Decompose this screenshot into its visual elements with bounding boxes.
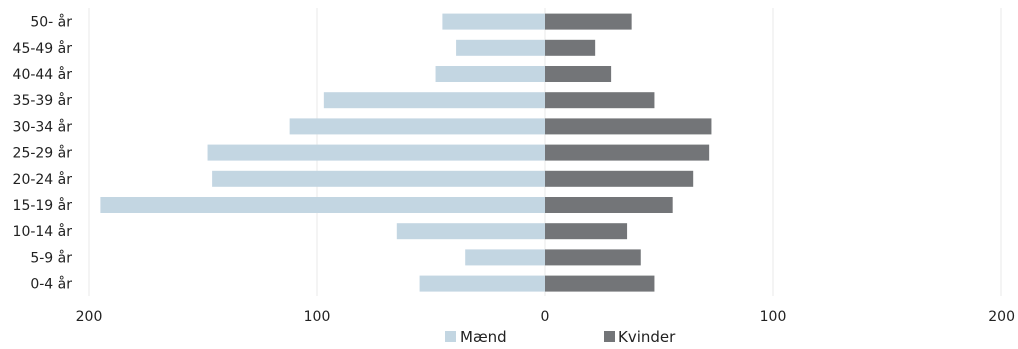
- bar-maend-8: [396, 223, 545, 240]
- bar-maend-2: [435, 66, 545, 82]
- bar-kvinder-1: [545, 39, 596, 56]
- x-tick-label-0: 200: [76, 309, 103, 325]
- bar-kvinder-4: [545, 118, 712, 135]
- category-label-8: 10-14 år: [13, 223, 73, 240]
- x-tick-label-3: 100: [760, 309, 787, 325]
- x-tick-label-1: 100: [304, 309, 331, 325]
- bar-maend-4: [289, 118, 545, 135]
- category-label-4: 30-34 år: [13, 118, 73, 135]
- bar-kvinder-6: [545, 170, 694, 187]
- bar-kvinder-10: [545, 275, 655, 292]
- bar-maend-10: [419, 275, 545, 292]
- category-label-10: 0-4 år: [30, 276, 72, 293]
- category-labels: 50- år 45-49 år 40-44 år 35-39 år 30-34 år 25…: [13, 14, 73, 293]
- bar-kvinder-8: [545, 223, 628, 240]
- category-label-3: 35-39 år: [13, 92, 73, 109]
- bar-maend-9: [465, 249, 545, 266]
- bar-maend-7: [100, 197, 546, 213]
- bar-kvinder-7: [545, 197, 673, 213]
- x-tick-label-2: 0: [541, 309, 550, 325]
- category-label-6: 20-24 år: [13, 171, 73, 188]
- category-label-9: 5-9 år: [30, 249, 72, 266]
- bar-kvinder-9: [545, 249, 641, 266]
- bars: [100, 13, 712, 292]
- category-label-0: 50- år: [30, 14, 72, 31]
- legend-swatch-0: [445, 331, 456, 342]
- legend: Mænd Kvinder: [445, 328, 676, 346]
- bar-maend-1: [456, 39, 545, 56]
- bar-maend-0: [442, 13, 545, 30]
- bar-maend-3: [323, 92, 545, 109]
- category-label-2: 40-44 år: [13, 66, 73, 83]
- x-axis-tick-labels: 200 100 0 100 200: [76, 309, 1015, 325]
- category-label-7: 15-19 år: [13, 197, 73, 214]
- bar-maend-6: [212, 170, 545, 187]
- category-label-1: 45-49 år: [13, 40, 73, 57]
- bar-maend-5: [207, 144, 545, 161]
- legend-label-1: Kvinder: [618, 328, 676, 346]
- bar-kvinder-5: [545, 144, 710, 161]
- legend-label-0: Mænd: [460, 328, 507, 346]
- bar-kvinder-2: [545, 66, 612, 82]
- legend-swatch-1: [604, 331, 615, 342]
- bar-kvinder-0: [545, 13, 632, 30]
- bar-kvinder-3: [545, 92, 655, 109]
- x-tick-label-4: 200: [988, 309, 1015, 325]
- category-label-5: 25-29 år: [13, 145, 73, 162]
